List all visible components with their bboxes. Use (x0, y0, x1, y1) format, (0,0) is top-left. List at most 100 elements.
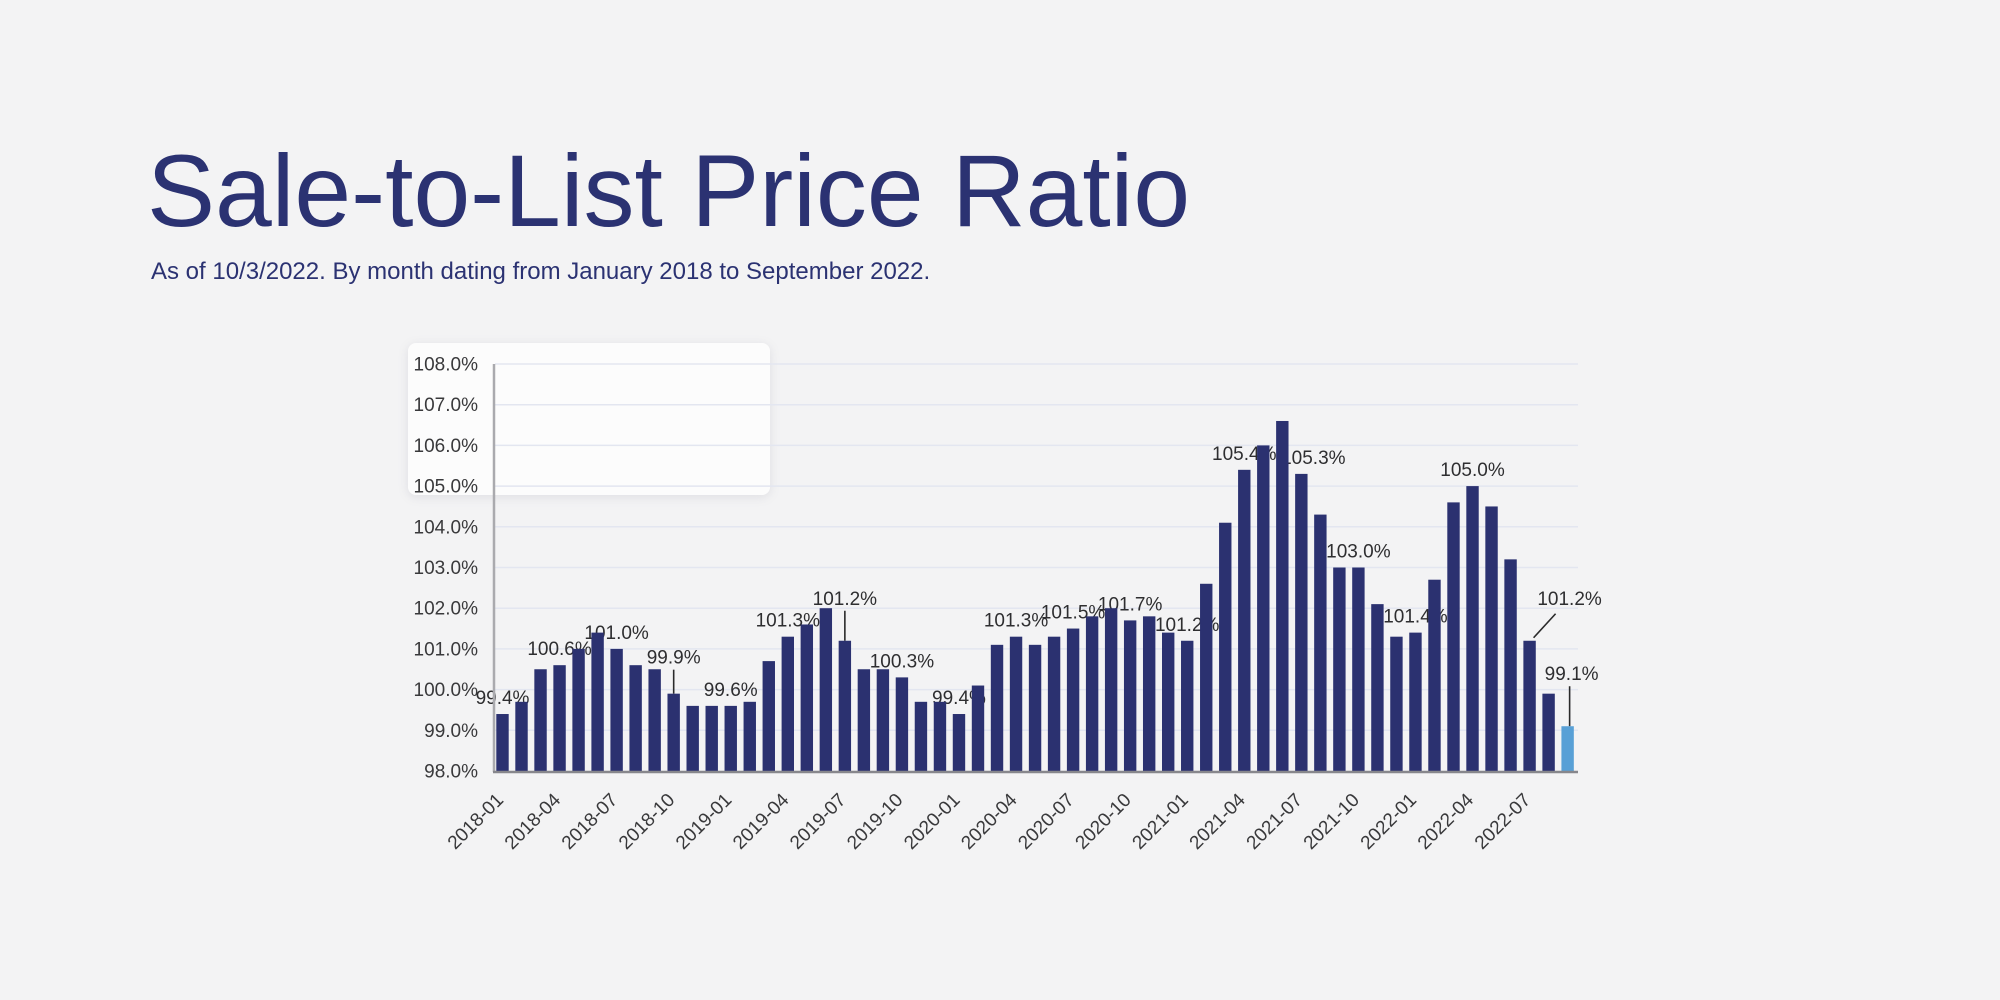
background-panel (408, 343, 770, 495)
chart-bar[interactable] (1085, 616, 1099, 771)
bar-value-label: 105.0% (1440, 460, 1505, 481)
chart-bar[interactable] (990, 644, 1004, 771)
chart-bar[interactable] (1200, 583, 1213, 771)
chart-bar[interactable] (1409, 632, 1422, 771)
chart-bar[interactable] (800, 624, 814, 771)
chart-bar[interactable] (1047, 636, 1061, 771)
y-axis-label: 108.0% (414, 355, 479, 376)
x-axis-label: 2020-01 (900, 790, 964, 854)
x-axis-label: 2022-04 (1414, 789, 1478, 853)
chart-bar[interactable] (762, 661, 775, 771)
chart-bar[interactable] (857, 669, 871, 771)
chart-bar[interactable] (819, 608, 833, 771)
y-axis-label: 101.0% (414, 639, 479, 660)
chart-bar[interactable] (914, 701, 928, 771)
chart-bar[interactable] (1104, 608, 1118, 771)
bar-value-label: 105.3% (1281, 448, 1346, 469)
chart-bar[interactable] (971, 685, 985, 771)
bar-value-label: 101.2% (813, 589, 878, 610)
y-axis-label: 104.0% (414, 517, 479, 538)
chart-bar[interactable] (1276, 420, 1289, 771)
chart-bar[interactable] (1238, 469, 1251, 771)
x-axis-label: 2018-04 (501, 789, 565, 853)
x-axis-label: 2021-10 (1300, 790, 1364, 854)
chart-bar[interactable] (629, 665, 642, 771)
chart-bar[interactable] (1123, 620, 1137, 771)
page-title: Sale-to-List Price Ratio (147, 134, 1191, 248)
chart-bar[interactable] (1219, 522, 1232, 771)
chart-bar[interactable] (667, 693, 680, 771)
chart-bar[interactable] (1162, 632, 1175, 771)
x-axis-label: 2019-07 (786, 790, 850, 854)
chart-bar[interactable] (686, 705, 699, 771)
y-axis-label: 106.0% (414, 436, 479, 457)
chart-bar-highlighted[interactable] (1561, 726, 1574, 771)
x-axis-label: 2020-10 (1072, 790, 1136, 854)
chart-bar[interactable] (1466, 486, 1479, 771)
chart-bar[interactable] (1009, 636, 1023, 771)
chart-bar[interactable] (1066, 628, 1080, 771)
chart-bar[interactable] (1314, 514, 1327, 771)
bar-value-label: 101.3% (984, 611, 1049, 632)
page-subtitle: As of 10/3/2022. By month dating from Ja… (151, 258, 931, 285)
chart-bar[interactable] (876, 669, 890, 771)
chart-bar[interactable] (1447, 502, 1460, 771)
bar-value-label: 100.3% (870, 651, 935, 672)
x-axis-label: 2018-01 (444, 790, 508, 854)
x-axis-label: 2021-01 (1129, 790, 1193, 854)
chart-bar[interactable] (553, 665, 566, 771)
chart-bar[interactable] (895, 677, 909, 771)
y-axis-label: 100.0% (414, 680, 479, 701)
y-axis-label: 107.0% (414, 395, 479, 416)
x-axis-label: 2020-07 (1014, 790, 1078, 854)
chart-bar[interactable] (724, 705, 737, 771)
chart-bar[interactable] (1542, 693, 1555, 771)
x-axis-label: 2022-01 (1357, 790, 1421, 854)
chart-bar[interactable] (515, 701, 528, 771)
chart-bar[interactable] (781, 636, 794, 771)
chart-bar[interactable] (1485, 506, 1498, 771)
sale-to-list-bar-chart: 98.0% 99.0% 100.0% 101.0% 102.0% 103.0% 104.0%… (390, 330, 1650, 930)
page-header: Sale-to-List Price Ratio As of 10/3/2022… (147, 134, 1191, 285)
chart-bar[interactable] (1257, 445, 1270, 771)
chart-bar[interactable] (591, 632, 604, 771)
x-axis-label: 2018-07 (558, 790, 622, 854)
chart-bar[interactable] (743, 701, 756, 771)
y-axis-label: 105.0% (414, 477, 479, 498)
chart-bar[interactable] (572, 648, 585, 771)
chart-bar[interactable] (1028, 644, 1042, 771)
x-axis-label: 2019-04 (729, 789, 793, 853)
chart-bar[interactable] (838, 640, 852, 771)
x-axis-label: 2021-07 (1243, 790, 1307, 854)
chart-bar[interactable] (1428, 579, 1441, 771)
x-axis-label: 2020-04 (957, 789, 1021, 853)
chart-bar[interactable] (1142, 616, 1156, 771)
chart-bar[interactable] (705, 705, 718, 771)
bar-value-label: 99.1% (1545, 664, 1599, 685)
chart-svg: 98.0% 99.0% 100.0% 101.0% 102.0% 103.0% 104.0%… (414, 355, 1602, 854)
bar-value-label: 103.0% (1326, 542, 1391, 563)
bar-value-label: 99.9% (647, 648, 701, 669)
x-axis-label: 2022-07 (1471, 790, 1535, 854)
chart-bar[interactable] (1504, 559, 1517, 771)
bar-value-label: 99.6% (704, 680, 758, 701)
chart-bar[interactable] (534, 669, 547, 771)
chart-bar[interactable] (610, 648, 623, 771)
chart-bar[interactable] (1352, 567, 1365, 772)
chart-bar[interactable] (1371, 604, 1384, 771)
x-axis-label: 2021-04 (1186, 789, 1250, 853)
chart-bar[interactable] (1333, 567, 1346, 772)
y-axis-label: 103.0% (414, 558, 479, 579)
y-axis-label: 98.0% (424, 762, 478, 783)
y-axis-label: 99.0% (424, 721, 478, 742)
chart-bar[interactable] (648, 669, 661, 771)
chart-bar[interactable] (1523, 640, 1536, 771)
x-axis-label: 2019-10 (843, 790, 907, 854)
chart-bar[interactable] (1295, 473, 1308, 771)
chart-bar[interactable] (1181, 640, 1194, 771)
chart-bar[interactable] (952, 714, 966, 771)
chart-bar[interactable] (496, 714, 509, 771)
chart-bar[interactable] (933, 701, 947, 771)
chart-bar[interactable] (1390, 636, 1403, 771)
label-leader-line (1532, 613, 1557, 639)
